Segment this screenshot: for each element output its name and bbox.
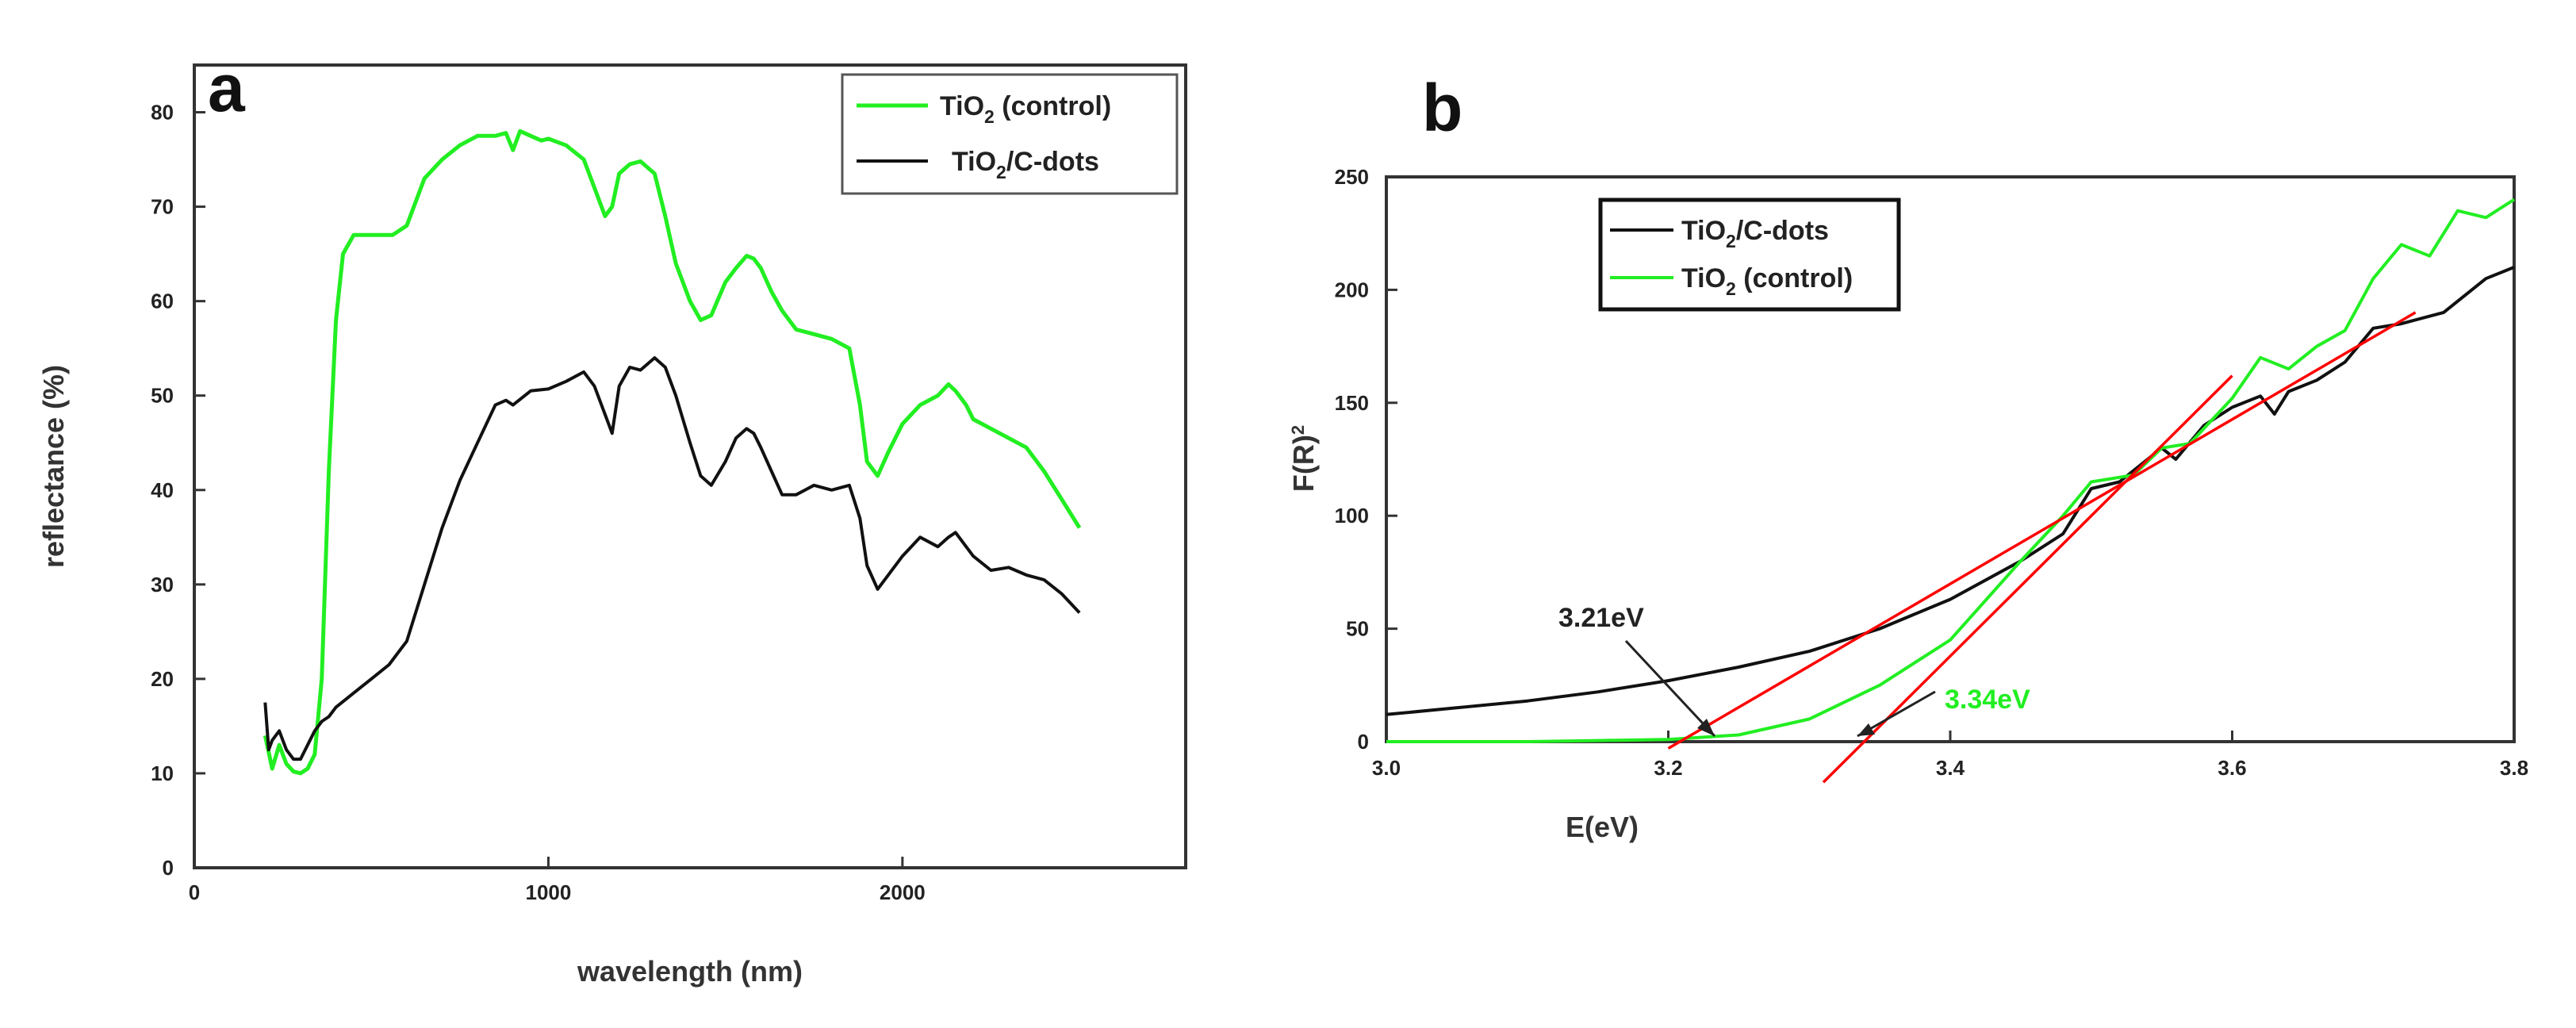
chart-a-legend-label-0: TiO2 (control) — [940, 91, 1111, 127]
chart-a-xtick-label: 0 — [189, 880, 200, 904]
chart-b-ytick-label: 50 — [1346, 617, 1369, 641]
chart-a-ytick-label: 50 — [151, 384, 174, 408]
chart-b-legend-label-1: TiO2 (control) — [1681, 263, 1853, 299]
chart-a-xtick-label: 1000 — [526, 880, 572, 904]
chart-b-legend: TiO2/C-dots TiO2 (control) — [1598, 198, 1901, 312]
chart-a: a 0 10 20 30 40 50 60 70 80 0 1000 2000 reflectanc… — [37, 51, 1187, 988]
annotation-3.21eV-arrow — [1624, 639, 1716, 738]
chart-a-ytick-label: 30 — [151, 573, 174, 596]
chart-a-ytick-label: 80 — [151, 101, 174, 125]
chart-b-series-tio2-cdots — [1386, 266, 2515, 716]
chart-a-ytick-label: 20 — [151, 667, 174, 691]
chart-b-ytick-label: 0 — [1358, 730, 1369, 754]
chart-b-series-tio2-control — [1386, 198, 2516, 743]
chart-a-series-tio2-cdots — [263, 356, 1081, 761]
chart-b-legend-box — [1598, 198, 1901, 312]
chart-a-panel-label: a — [208, 51, 246, 125]
chart-a-legend: TiO2 (control) TiO2/C-dots — [841, 73, 1179, 195]
chart-a-ytick-label: 60 — [151, 290, 174, 313]
chart-a-frame — [193, 63, 1187, 869]
chart-b-xtick-label: 3.0 — [1372, 756, 1401, 780]
chart-a-ylabel: reflectance (%) — [37, 365, 70, 568]
chart-b-panel-label: b — [1422, 71, 1462, 145]
chart-b-tangent-line-0 — [1667, 311, 2417, 750]
chart-a-legend-label-1: TiO2/C-dots — [952, 147, 1099, 182]
chart-b-ytick-label: 250 — [1335, 165, 1369, 189]
annotation-3.34eV-arrowhead — [1857, 723, 1875, 736]
chart-a-ytick-label: 40 — [151, 478, 174, 502]
chart-b-ytick-label: 150 — [1335, 391, 1369, 415]
chart-b-annotations: 3.21eV 3.34eV — [1558, 603, 2030, 738]
chart-b-ytick-label: 100 — [1335, 504, 1369, 527]
annotation-3.34eV: 3.34eV — [1945, 685, 2030, 715]
annotation-3.21eV-arrowhead — [1697, 719, 1715, 736]
chart-a-ytick-label: 70 — [151, 195, 174, 219]
chart-b-tangent-line-1 — [1822, 374, 2233, 784]
chart-b-xlabel: E(eV) — [1566, 811, 1639, 843]
chart-b-ytick-label: 200 — [1335, 278, 1369, 301]
chart-a-xlabel: wavelength (nm) — [577, 955, 803, 988]
chart-b-xtick-label: 3.2 — [1654, 756, 1682, 780]
chart-b-legend-label-0: TiO2/C-dots — [1681, 216, 1829, 251]
chart-b-xtick-label: 3.8 — [2500, 756, 2528, 780]
chart-a-ytick-label: 10 — [151, 761, 174, 785]
chart-b-xtick-label: 3.4 — [1936, 756, 1965, 780]
chart-a-ytick-label: 0 — [163, 856, 174, 880]
chart-b-ylabel: F(R)2 — [1287, 425, 1320, 492]
chart-b-xtick-label: 3.6 — [2218, 756, 2246, 780]
chart-a-xtick-label: 2000 — [880, 880, 926, 904]
annotation-3.21eV: 3.21eV — [1558, 603, 1644, 633]
chart-a-legend-box — [841, 73, 1179, 195]
chart-a-series-tio2-control — [263, 128, 1082, 776]
